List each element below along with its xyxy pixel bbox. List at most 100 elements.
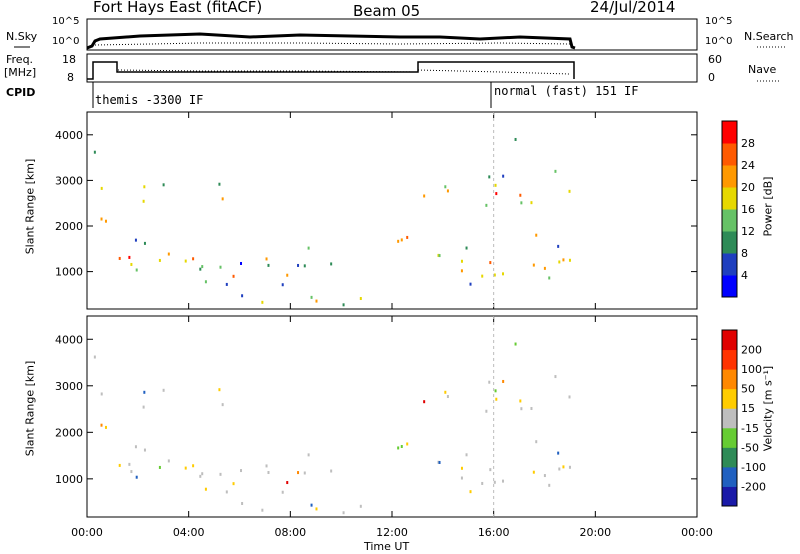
power-cell [530, 201, 533, 205]
velocity-cell [142, 405, 145, 409]
colorbar-swatch [722, 466, 737, 487]
ytick-label: 2000 [55, 220, 83, 233]
ytick-label: 2000 [55, 426, 83, 439]
colorbar-tick-label: -15 [741, 422, 759, 435]
colorbar-swatch [722, 388, 737, 409]
colorbar-swatch [722, 143, 737, 166]
velocity-cell [265, 464, 268, 468]
power-cell [93, 150, 96, 154]
freq-panel-frame [86, 53, 698, 83]
colorbar-swatch [722, 165, 737, 188]
velocity-cell [218, 388, 221, 392]
power-cell [554, 169, 557, 173]
power-cell [143, 185, 146, 189]
nave-tick-bottom: 0 [708, 71, 715, 84]
power-cell [128, 255, 131, 259]
power-cell [104, 219, 107, 223]
power-cell [143, 241, 146, 245]
power-cell [438, 254, 441, 258]
power-cell [548, 276, 551, 280]
power-cell [281, 283, 284, 287]
velocity-cell [261, 508, 264, 512]
power-cell [558, 260, 561, 264]
cpid-text-2: normal (fast) 151 IF [494, 84, 639, 98]
nsky-panel-frame [86, 18, 698, 51]
power-cell [225, 282, 228, 286]
colorbar-swatch [722, 349, 737, 370]
colorbar-tick-label: 24 [741, 159, 755, 172]
velocity-cell [232, 482, 235, 486]
ytick-label: 4000 [55, 129, 83, 142]
power-cell [201, 265, 204, 269]
velocity-cell [502, 379, 505, 383]
velocity-cell [548, 483, 551, 487]
colorbar-tick-label: 8 [741, 247, 748, 260]
colorbar-swatch [722, 447, 737, 468]
power-cell [219, 265, 222, 269]
power-cell [562, 258, 565, 262]
velocity-cell [240, 469, 243, 473]
power-cell [130, 262, 133, 266]
power-cell [232, 274, 235, 278]
velocity-cell [489, 468, 492, 472]
velocity-cell [406, 442, 409, 446]
velocity-cell [514, 342, 517, 346]
velocity-cell [359, 504, 362, 508]
velocity-cell [135, 475, 138, 479]
colorbar-tick-label: 16 [741, 203, 755, 216]
colorbar-swatch [722, 275, 737, 298]
power-cell [568, 189, 571, 193]
power-cell [494, 183, 497, 187]
velocity-cell [342, 511, 345, 515]
ytick-label: 4000 [55, 333, 83, 346]
xtick-label: 00:00 [681, 526, 713, 539]
velocity-cell [303, 471, 306, 475]
power-cell [493, 273, 496, 277]
power-cell [241, 294, 244, 298]
power-cell [502, 272, 505, 276]
velocity-cell [143, 390, 146, 394]
freq-label-1: Freq. [6, 53, 34, 66]
velocity-cell [400, 445, 403, 449]
velocity-cell [204, 487, 207, 491]
power-cell [557, 244, 560, 248]
power-cell [488, 175, 491, 179]
velocity-cell [465, 453, 468, 457]
velocity-cell [481, 481, 484, 485]
velocity-cell [460, 466, 463, 470]
velocity-cell [485, 409, 488, 413]
colorbar-swatch [722, 408, 737, 429]
velocity-cell [128, 462, 131, 466]
nsky-trace [86, 32, 576, 50]
velocity-panel-frame [86, 315, 698, 518]
power-cell [397, 239, 400, 243]
power-cell [135, 268, 138, 272]
colorbar-swatch [722, 121, 737, 144]
xtick-label: 12:00 [376, 526, 408, 539]
velocity-heatmap [93, 342, 571, 515]
nsearch-trace [94, 42, 571, 46]
power-panel-frame [86, 111, 698, 310]
velocity-cell [557, 451, 560, 455]
velocity-cell [93, 355, 96, 359]
power-cell [502, 174, 505, 178]
velocity-cell [330, 469, 333, 473]
velocity-cell [543, 474, 546, 478]
velocity-cell [494, 389, 497, 393]
power-cell [199, 267, 202, 271]
nsky-tick-top: 10^5 [52, 16, 80, 27]
power-cell [359, 297, 362, 301]
xtick-label: 08:00 [274, 526, 306, 539]
velocity-cell [286, 481, 289, 485]
velocity-cell [143, 448, 146, 452]
power-cell [315, 299, 318, 303]
velocity-cell [297, 471, 300, 475]
colorbar-tick-label: 200 [741, 344, 762, 357]
power-cell [465, 246, 468, 250]
velocity-cell [558, 467, 561, 471]
power-cell [406, 235, 409, 239]
velocity-cell [568, 395, 571, 399]
power-cell [520, 201, 523, 205]
power-cell [134, 238, 137, 242]
